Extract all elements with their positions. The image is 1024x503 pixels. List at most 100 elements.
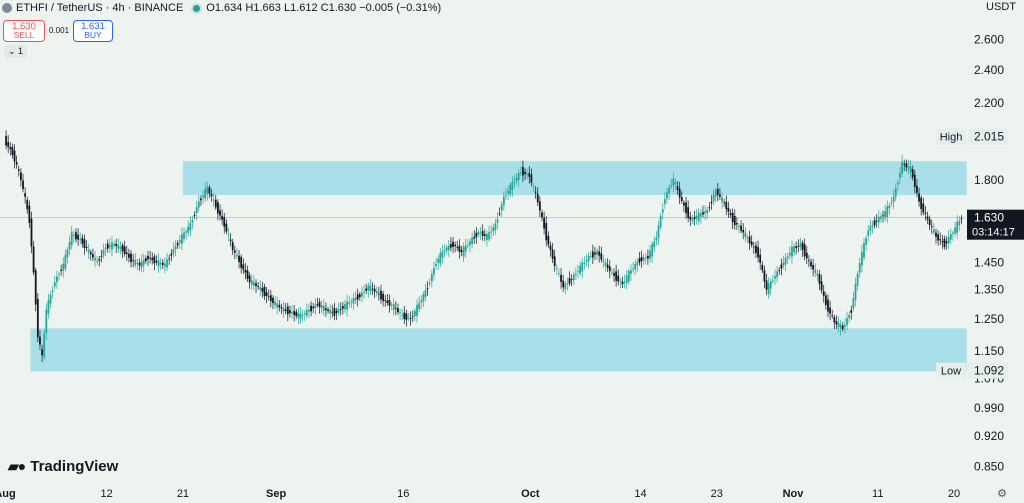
low-marker-label: Low: [941, 366, 961, 378]
candle-body: [115, 243, 118, 247]
candle-body: [142, 259, 145, 266]
candle-body: [341, 306, 344, 309]
candle-body: [166, 259, 168, 268]
candle-body: [464, 245, 467, 252]
candle-body: [187, 226, 190, 233]
y-tick-label: 1.450: [974, 255, 1004, 269]
candle-body: [348, 302, 351, 305]
candle-body: [909, 166, 912, 173]
symbol-title[interactable]: ETHFI / TetherUS · 4h · BINANCE: [16, 2, 184, 14]
candle-body: [947, 236, 950, 244]
candle-body: [193, 215, 196, 216]
candle-body: [320, 305, 323, 309]
candle-body: [653, 241, 656, 248]
candle-body: [227, 234, 230, 236]
candle-body: [130, 253, 132, 263]
candle-body: [367, 285, 370, 291]
x-tick-label: 20: [948, 488, 960, 500]
candle-body: [509, 184, 512, 195]
candle-body: [901, 161, 904, 174]
brand-name: TradingView: [30, 458, 119, 475]
candle-body: [380, 290, 382, 300]
candle-body: [801, 242, 804, 250]
candle-body: [873, 220, 876, 226]
x-tick-label: Oct: [521, 488, 540, 500]
last-price-value: 1.630: [974, 211, 1004, 225]
candle-body: [797, 246, 800, 247]
candle-body: [274, 301, 276, 306]
candle-body: [530, 174, 533, 183]
candle-body: [608, 266, 611, 272]
candle-body: [441, 251, 444, 258]
collapse-indicators-button[interactable]: ⌄ 1: [4, 45, 28, 58]
candle-body: [896, 182, 899, 185]
candle-body: [147, 255, 149, 260]
candle-body: [155, 261, 158, 263]
candle-body: [358, 294, 361, 298]
candle-body: [301, 314, 304, 316]
candle-body: [297, 313, 300, 318]
candle-body: [522, 166, 524, 176]
candle-body: [255, 283, 257, 286]
candle-body: [55, 276, 58, 283]
x-tick-label: 16: [397, 488, 409, 500]
candle-body: [161, 262, 164, 265]
candle-body: [731, 212, 734, 223]
candle-body: [780, 264, 783, 269]
candle-body: [437, 258, 440, 263]
candle-body: [401, 315, 404, 316]
candle-body: [935, 232, 937, 237]
candle-body: [755, 245, 757, 254]
zone-resistance: [182, 161, 967, 195]
candle-body: [316, 303, 319, 306]
candle-body: [246, 270, 249, 279]
candle-body: [528, 172, 531, 177]
candle-body: [687, 207, 690, 218]
candle-body: [102, 250, 105, 256]
candle-body: [812, 265, 815, 270]
candle-body: [924, 212, 927, 214]
candle-body: [36, 298, 39, 338]
currency-label[interactable]: USDT: [986, 1, 1016, 13]
candle-body: [746, 237, 749, 239]
candle-body: [952, 232, 954, 234]
candle-body: [276, 303, 279, 308]
buy-button[interactable]: 1.631 BUY: [73, 20, 113, 42]
candle-body: [574, 273, 577, 275]
candle-body: [28, 205, 31, 223]
high-marker-label: High: [940, 132, 963, 144]
candle-body: [477, 231, 480, 235]
candle-body: [642, 257, 645, 261]
candle-body: [562, 280, 565, 288]
candle-body: [888, 205, 891, 209]
candle-body: [604, 262, 607, 266]
candle-body: [930, 226, 933, 228]
candle-body: [791, 246, 793, 257]
x-tick-label: 12: [101, 488, 113, 500]
high-marker-box: [936, 128, 966, 145]
candle-body: [197, 201, 200, 208]
candle-body: [765, 280, 768, 290]
candle-body: [447, 245, 450, 251]
tradingview-logo[interactable]: ▰● TradingView: [8, 458, 118, 475]
candle-body: [759, 254, 762, 263]
candle-body: [98, 259, 101, 261]
candle-body: [371, 288, 374, 290]
candle-body: [272, 297, 274, 304]
candle-body: [85, 246, 88, 248]
candle-body: [236, 255, 238, 257]
candle-body: [176, 243, 179, 246]
candle-body: [344, 304, 346, 310]
candle-body: [284, 309, 287, 312]
candle-body: [634, 263, 637, 270]
candle-body: [534, 191, 537, 193]
candle-body: [384, 299, 387, 301]
sell-button[interactable]: 1.630 SELL: [3, 20, 45, 42]
gear-icon[interactable]: ⚙: [997, 488, 1007, 500]
candle-body: [615, 271, 618, 281]
candle-body: [123, 246, 126, 254]
candle-body: [216, 202, 219, 214]
candle-body: [439, 252, 442, 264]
candle-body: [136, 263, 139, 264]
